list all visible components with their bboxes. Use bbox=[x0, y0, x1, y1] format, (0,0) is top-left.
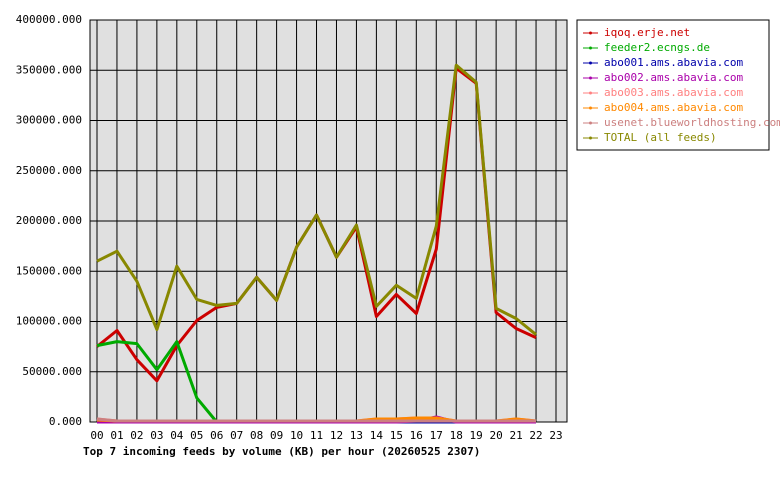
legend-label: abo003.ams.abavia.com bbox=[604, 86, 743, 99]
legend-marker bbox=[589, 76, 592, 80]
x-tick-label: 03 bbox=[150, 429, 163, 442]
series-line bbox=[96, 340, 218, 423]
chart-title: Top 7 incoming feeds by volume (KB) per … bbox=[83, 445, 480, 458]
x-tick-label: 21 bbox=[509, 429, 522, 442]
x-tick-label: 16 bbox=[410, 429, 423, 442]
x-tick-label: 08 bbox=[250, 429, 263, 442]
x-tick-label: 04 bbox=[170, 429, 184, 442]
legend-label: TOTAL (all feeds) bbox=[604, 131, 717, 144]
series-line bbox=[96, 63, 537, 336]
y-tick-label: 100000.000 bbox=[16, 315, 82, 328]
x-tick-label: 00 bbox=[90, 429, 103, 442]
x-tick-label: 15 bbox=[390, 429, 403, 442]
x-tick-label: 12 bbox=[330, 429, 343, 442]
legend-label: usenet.blueworldhosting.com bbox=[604, 116, 780, 129]
x-tick-label: 11 bbox=[310, 429, 323, 442]
y-tick-label: 150000.000 bbox=[16, 264, 82, 277]
x-tick-label: 18 bbox=[450, 429, 463, 442]
y-tick-label: 350000.000 bbox=[16, 63, 82, 76]
legend-label: abo001.ams.abavia.com bbox=[604, 56, 743, 69]
x-tick-label: 09 bbox=[270, 429, 283, 442]
legend-marker bbox=[589, 61, 592, 65]
x-tick-label: 07 bbox=[230, 429, 243, 442]
legend-label: feeder2.ecngs.de bbox=[604, 41, 710, 54]
x-tick-label: 19 bbox=[470, 429, 483, 442]
x-tick-label: 23 bbox=[549, 429, 562, 442]
y-tick-label: 200000.000 bbox=[16, 214, 82, 227]
x-tick-label: 17 bbox=[430, 429, 443, 442]
legend-marker bbox=[589, 136, 592, 140]
x-tick-label: 10 bbox=[290, 429, 303, 442]
legend-box bbox=[576, 19, 770, 151]
legend-label: iqoq.erje.net bbox=[604, 26, 690, 39]
x-tick-label: 22 bbox=[529, 429, 542, 442]
x-tick-label: 14 bbox=[370, 429, 384, 442]
y-tick-label: 300000.000 bbox=[16, 114, 82, 127]
legend-label: abo002.ams.abavia.com bbox=[604, 71, 743, 84]
y-tick-label: 400000.000 bbox=[16, 13, 82, 26]
legend-marker bbox=[589, 46, 592, 50]
y-tick-label: 250000.000 bbox=[16, 164, 82, 177]
legend-marker bbox=[589, 91, 592, 95]
legend-label: abo004.ams.abavia.com bbox=[604, 101, 743, 114]
x-tick-label: 05 bbox=[190, 429, 203, 442]
x-tick-label: 06 bbox=[210, 429, 223, 442]
legend-marker bbox=[589, 31, 592, 35]
y-tick-label: 0.000 bbox=[49, 415, 82, 428]
x-tick-label: 01 bbox=[110, 429, 123, 442]
x-tick-label: 13 bbox=[350, 429, 363, 442]
series-line bbox=[96, 417, 536, 423]
x-tick-label: 20 bbox=[490, 429, 503, 442]
x-tick-label: 02 bbox=[130, 429, 143, 442]
legend-marker bbox=[589, 121, 592, 125]
y-tick-label: 50000.000 bbox=[22, 365, 82, 378]
legend-marker bbox=[589, 106, 592, 110]
